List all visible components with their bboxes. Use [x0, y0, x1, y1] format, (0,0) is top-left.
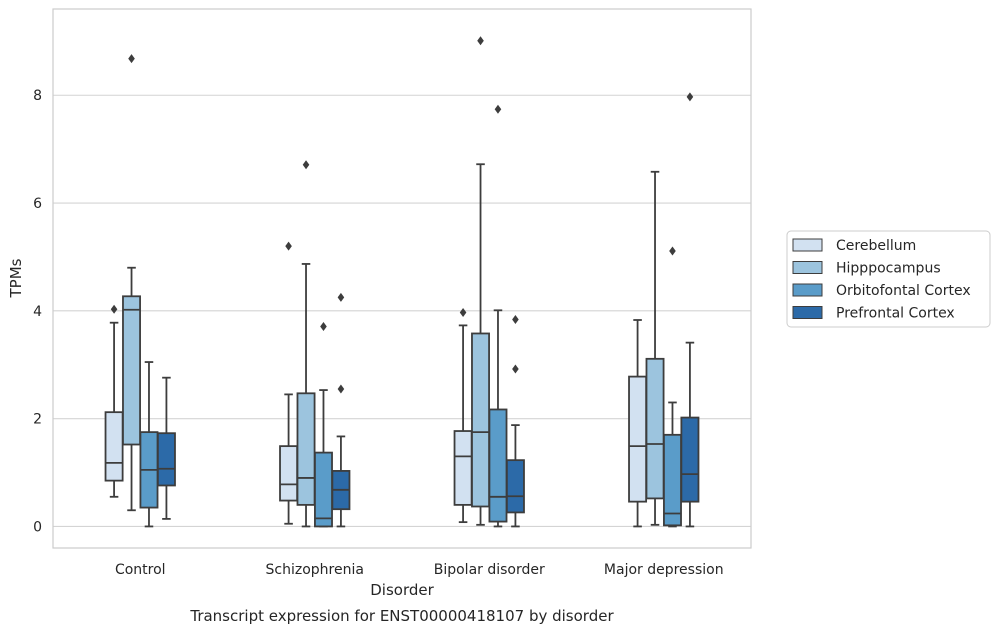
legend-swatch: [792, 261, 823, 274]
box-orbitofontal-cortex-2: [488, 104, 508, 528]
legend: Cerebellum Hipppocampus Orbitofontal Corte…: [786, 230, 991, 328]
box-hipppocampus-3: [645, 170, 665, 526]
box-orbitofontal-cortex-1: [314, 321, 333, 528]
box-prefrontal-cortex-1: [331, 292, 351, 528]
chart-caption: Transcript expression for ENST0000041810…: [189, 607, 614, 625]
box-body: [645, 357, 665, 500]
outlier-point: [337, 384, 345, 394]
box-cerebellum-3: [628, 319, 648, 528]
outlier-point: [477, 36, 484, 46]
x-tick-label: Bipolar disorder: [434, 562, 545, 578]
box-prefrontal-cortex-2: [505, 314, 525, 528]
boxes-layer: [104, 36, 700, 528]
x-tick-label: Major depression: [604, 562, 724, 578]
y-tick-label: 2: [33, 412, 42, 428]
legend-label: Prefrontal Cortex: [836, 306, 955, 322]
y-tick-label: 0: [33, 519, 42, 535]
y-axis-ticks: 0 2 4 6 8: [33, 88, 42, 535]
box-body: [296, 392, 316, 506]
box-body: [314, 451, 333, 528]
x-tick-label: Schizophrenia: [266, 562, 364, 578]
outlier-point: [669, 246, 676, 256]
box-hipppocampus-1: [296, 160, 316, 528]
legend-swatch: [792, 238, 823, 252]
box-body: [104, 411, 124, 482]
legend-swatch: [792, 283, 823, 297]
y-tick-label: 6: [33, 196, 42, 212]
x-tick-label: Control: [115, 562, 166, 578]
y-axis-label: TPMs: [7, 258, 25, 298]
legend-label: Hipppocampus: [836, 261, 941, 277]
box-body: [471, 332, 490, 508]
outlier-point: [512, 314, 519, 324]
box-body: [453, 430, 473, 506]
box-hipppocampus-0: [122, 54, 141, 512]
box-body: [156, 432, 176, 487]
box-orbitofontal-cortex-3: [663, 246, 682, 528]
y-tick-label: 8: [33, 88, 42, 104]
box-body: [680, 416, 700, 503]
x-axis-label: Disorder: [370, 581, 434, 599]
x-axis-ticks: Control Schizophrenia Bipolar disorder Majo…: [115, 562, 724, 578]
legend-label: Orbitofontal Cortex: [836, 283, 971, 299]
box-body: [488, 408, 508, 523]
outlier-point: [110, 304, 118, 314]
outlier-point: [128, 54, 135, 64]
box-prefrontal-cortex-0: [156, 376, 176, 520]
outlier-point: [686, 92, 694, 102]
box-body: [279, 445, 299, 502]
outlier-point: [337, 292, 345, 302]
outlier-point: [302, 160, 310, 170]
box-body: [505, 459, 525, 514]
box-cerebellum-1: [279, 241, 299, 525]
outlier-point: [494, 104, 502, 114]
box-cerebellum-2: [453, 307, 473, 524]
legend-swatch: [792, 306, 823, 319]
legend-frame: [786, 230, 991, 328]
outlier-point: [320, 321, 327, 331]
plot-area-frame: [52, 8, 752, 549]
outlier-point: [285, 241, 292, 251]
box-hipppocampus-2: [471, 36, 490, 526]
outlier-point: [512, 364, 519, 374]
outlier-point: [459, 307, 467, 317]
legend-label: Cerebellum: [836, 238, 916, 254]
box-body: [663, 433, 682, 527]
y-tick-label: 4: [33, 304, 42, 320]
box-prefrontal-cortex-3: [680, 92, 700, 528]
box-orbitofontal-cortex-0: [139, 361, 159, 528]
box-body: [122, 295, 141, 446]
box-body: [628, 375, 648, 503]
box-cerebellum-0: [104, 304, 124, 498]
